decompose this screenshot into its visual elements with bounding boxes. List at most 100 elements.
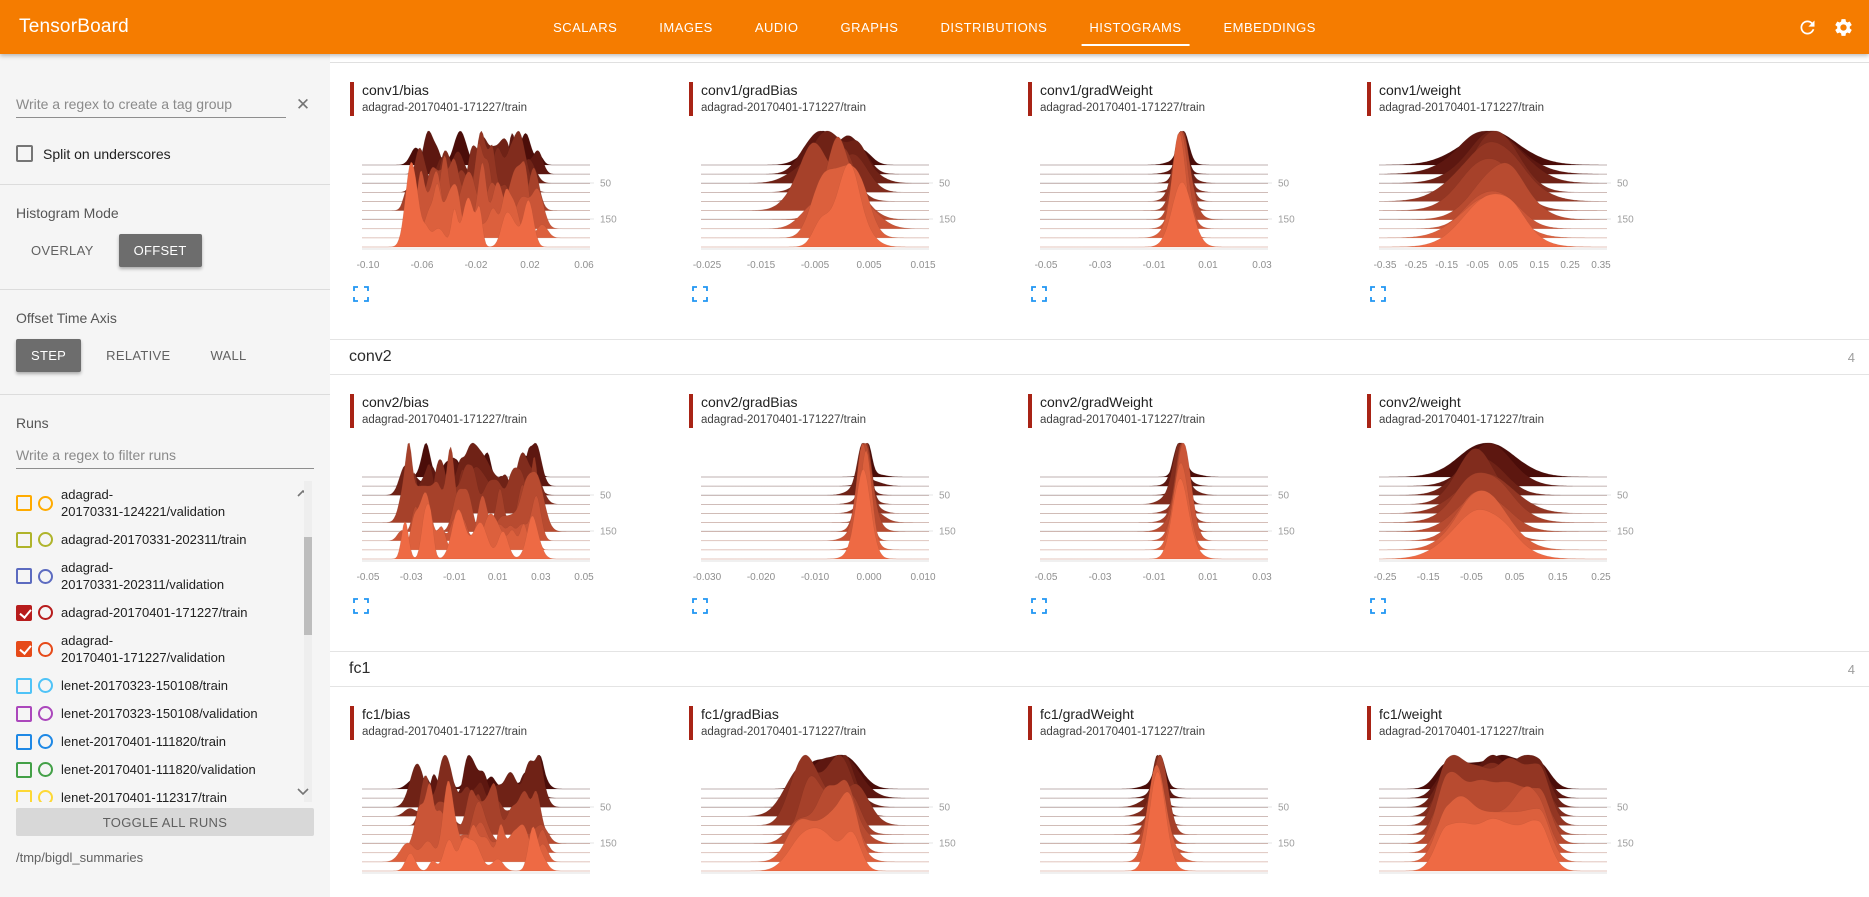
run-item[interactable]: lenet-20170401-111820/validation — [16, 756, 286, 784]
run-radio[interactable] — [38, 706, 53, 721]
card-header: fc1/gradBias adagrad-20170401-171227/trai… — [689, 706, 1018, 740]
histogram-chart[interactable]: 50 150 — [689, 744, 975, 897]
run-checkbox[interactable] — [16, 789, 32, 802]
section-header-fc1[interactable]: fc1 4 — [330, 651, 1869, 687]
svg-text:0.03: 0.03 — [1252, 260, 1272, 271]
run-checkbox[interactable] — [16, 733, 32, 750]
expand-button[interactable] — [1369, 598, 1387, 616]
histogram-mode-overlay-button[interactable]: OVERLAY — [16, 234, 109, 267]
run-item[interactable]: lenet-20170323-150108/train — [16, 672, 286, 700]
tag-filter-row: ✕ — [16, 90, 314, 118]
run-checkbox[interactable] — [16, 705, 32, 722]
tag-group-regex-input[interactable] — [16, 90, 286, 118]
svg-text:0.01: 0.01 — [488, 572, 508, 583]
histogram-chart[interactable]: 50 150 -0.35 -0.25 -0.15 -0.05 0.05 0.15 0.25 0.3… — [1367, 120, 1653, 278]
run-radio[interactable] — [38, 790, 53, 802]
scroll-down-icon[interactable] — [296, 787, 310, 796]
scrollbar-track[interactable] — [304, 481, 312, 802]
histogram-chart[interactable]: 50 150 -0.05 -0.03 -0.01 0.01 0.03 0.05 — [350, 432, 636, 590]
divider — [0, 184, 330, 185]
expand-button[interactable] — [1030, 286, 1048, 304]
run-checkbox[interactable] — [16, 495, 32, 511]
histogram-chart[interactable]: 50 150 — [1367, 744, 1653, 897]
tab-audio[interactable]: AUDIO — [754, 19, 799, 35]
svg-text:-0.10: -0.10 — [357, 260, 380, 271]
histogram-chart[interactable]: 50 150 -0.030 -0.020 -0.010 0.000 0.010 — [689, 432, 975, 590]
run-checkbox[interactable] — [16, 677, 32, 694]
offset-axis-step-button[interactable]: STEP — [16, 339, 82, 372]
section-header-conv2[interactable]: conv2 4 — [330, 339, 1869, 375]
run-item[interactable]: adagrad- 20170331-202311/validation — [16, 554, 286, 599]
svg-text:50: 50 — [939, 803, 951, 814]
run-item[interactable]: lenet-20170323-150108/validation — [16, 700, 286, 728]
offset-axis-relative-button[interactable]: RELATIVE — [91, 339, 185, 372]
split-underscores-checkbox[interactable]: Split on underscores — [16, 145, 314, 162]
tab-images[interactable]: IMAGES — [659, 19, 713, 35]
run-radio[interactable] — [38, 678, 53, 693]
settings-icon[interactable] — [1833, 17, 1854, 38]
scrollbar-thumb[interactable] — [304, 537, 312, 635]
svg-text:-0.05: -0.05 — [357, 572, 380, 583]
expand-button[interactable] — [1369, 286, 1387, 304]
run-color-marker — [689, 394, 693, 428]
histogram-chart[interactable]: 50 150 -0.10 -0.06 -0.02 0.02 0.06 — [350, 120, 636, 278]
tab-scalars[interactable]: SCALARS — [553, 19, 618, 35]
run-radio[interactable] — [38, 532, 53, 547]
svg-text:50: 50 — [939, 179, 951, 190]
run-radio[interactable] — [38, 734, 53, 749]
histogram-chart[interactable]: 50 150 -0.05 -0.03 -0.01 0.01 0.03 — [1028, 120, 1314, 278]
split-underscores-label: Split on underscores — [43, 145, 171, 162]
run-radio[interactable] — [38, 641, 53, 657]
refresh-icon[interactable] — [1797, 17, 1818, 38]
run-list-scrollbar[interactable] — [296, 481, 312, 802]
svg-text:0.05: 0.05 — [1505, 572, 1525, 583]
svg-text:0.05: 0.05 — [1499, 260, 1519, 271]
svg-text:-0.06: -0.06 — [411, 260, 434, 271]
run-radio[interactable] — [38, 762, 53, 777]
run-item[interactable]: lenet-20170401-111820/train — [16, 728, 286, 756]
svg-text:-0.01: -0.01 — [1143, 260, 1166, 271]
run-checkbox[interactable] — [16, 761, 32, 778]
run-item[interactable]: adagrad- 20170401-171227/validation — [16, 627, 286, 672]
expand-button[interactable] — [691, 598, 709, 616]
svg-text:-0.020: -0.020 — [747, 572, 776, 583]
tab-distributions[interactable]: DISTRIBUTIONS — [940, 19, 1048, 35]
card-title: fc1/gradBias — [701, 706, 779, 722]
run-checkbox[interactable] — [16, 568, 32, 584]
histogram-mode-offset-button[interactable]: OFFSET — [118, 234, 202, 267]
run-checkbox[interactable] — [16, 604, 32, 621]
close-icon[interactable]: ✕ — [295, 95, 311, 114]
tab-graphs[interactable]: GRAPHS — [840, 19, 899, 35]
section-title: conv2 — [349, 348, 392, 365]
expand-button[interactable] — [1030, 598, 1048, 616]
tab-embeddings[interactable]: EMBEDDINGS — [1223, 19, 1316, 35]
run-radio[interactable] — [38, 495, 53, 511]
run-checkbox[interactable] — [16, 531, 32, 548]
svg-text:150: 150 — [1617, 527, 1634, 538]
run-item[interactable]: lenet-20170401-112317/train — [16, 784, 286, 802]
offset-axis-wall-button[interactable]: WALL — [195, 339, 261, 372]
svg-text:-0.05: -0.05 — [1460, 572, 1483, 583]
histogram-chart[interactable]: 50 150 -0.25 -0.15 -0.05 0.05 0.15 0.25 — [1367, 432, 1653, 590]
expand-button[interactable] — [352, 598, 370, 616]
toggle-all-runs-button[interactable]: TOGGLE ALL RUNS — [16, 808, 314, 836]
expand-button[interactable] — [691, 286, 709, 304]
histogram-chart[interactable]: 50 150 — [350, 744, 636, 897]
histogram-chart[interactable]: 50 150 -0.025 -0.015 -0.005 0.005 0.015 — [689, 120, 975, 278]
run-radio[interactable] — [38, 605, 53, 620]
run-item[interactable]: adagrad-20170401-171227/train — [16, 599, 286, 627]
runs-filter-input[interactable] — [16, 441, 314, 469]
run-item[interactable]: adagrad- 20170331-124221/validation — [16, 481, 286, 526]
run-color-marker — [1367, 82, 1371, 116]
tab-histograms[interactable]: HISTOGRAMS — [1068, 0, 1202, 54]
histogram-chart[interactable]: 50 150 -0.05 -0.03 -0.01 0.01 0.03 — [1028, 432, 1314, 590]
card-run-name: adagrad-20170401-171227/train — [362, 414, 527, 426]
log-directory: /tmp/bigdl_summaries — [16, 850, 144, 865]
histogram-chart[interactable]: 50 150 — [1028, 744, 1314, 897]
histogram-card: fc1/bias adagrad-20170401-171227/train 50 1… — [340, 706, 679, 897]
run-radio[interactable] — [38, 568, 53, 584]
run-item[interactable]: adagrad-20170331-202311/train — [16, 526, 286, 554]
histogram-card: fc1/gradWeight adagrad-20170401-171227/tr… — [1018, 706, 1357, 897]
run-checkbox[interactable] — [16, 641, 32, 657]
expand-button[interactable] — [352, 286, 370, 304]
